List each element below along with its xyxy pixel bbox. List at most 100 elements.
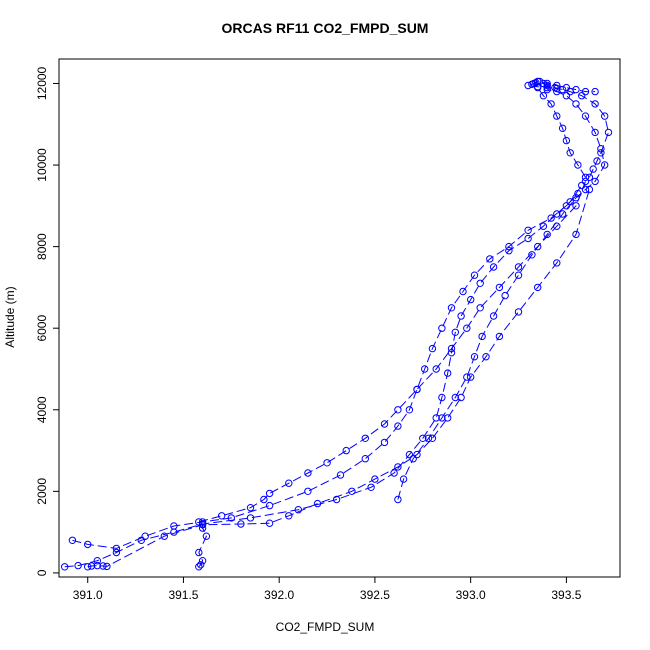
data-point xyxy=(304,487,312,495)
data-point xyxy=(578,181,586,190)
series-line xyxy=(64,185,583,568)
data-point xyxy=(581,87,590,96)
axes-group: 391.0 391.5 392.0 392.5 393.0 393.5 0 2000 4000 6… xyxy=(35,66,582,602)
data-point xyxy=(323,459,331,467)
x-tick-label: 393.5 xyxy=(551,588,581,602)
data-point xyxy=(84,563,92,571)
series-group xyxy=(60,77,613,571)
data-point xyxy=(405,406,414,414)
data-point xyxy=(294,506,302,514)
data-point xyxy=(237,520,245,528)
series-4 xyxy=(68,189,582,553)
data-point xyxy=(553,259,561,267)
data-point xyxy=(534,242,542,251)
data-point xyxy=(489,312,498,320)
series-line xyxy=(72,193,579,549)
x-tick-label: 392.5 xyxy=(360,588,390,602)
data-point xyxy=(447,349,456,357)
data-point xyxy=(342,446,350,455)
data-point xyxy=(572,194,580,202)
data-point xyxy=(367,483,375,491)
data-point xyxy=(467,295,475,304)
data-point xyxy=(60,563,69,571)
data-point xyxy=(574,161,582,169)
data-point xyxy=(160,532,169,540)
y-tick-label: 12000 xyxy=(35,66,49,100)
data-point xyxy=(591,128,599,137)
data-point xyxy=(348,487,356,495)
data-point xyxy=(470,353,479,361)
data-point xyxy=(428,434,437,442)
data-point xyxy=(593,157,601,165)
data-point xyxy=(589,165,597,173)
x-tick-label: 391.5 xyxy=(168,588,198,602)
data-point xyxy=(428,344,437,353)
data-point xyxy=(361,455,369,463)
data-point xyxy=(313,499,322,508)
data-point xyxy=(457,312,465,320)
data-point xyxy=(581,112,590,120)
data-point xyxy=(553,112,561,120)
data-point xyxy=(476,279,484,287)
data-point xyxy=(601,161,609,169)
data-point xyxy=(470,271,479,279)
data-point xyxy=(246,504,255,512)
data-point xyxy=(495,283,504,292)
data-point xyxy=(195,548,203,557)
data-point xyxy=(572,230,580,239)
data-point xyxy=(562,136,571,145)
data-point xyxy=(399,475,408,483)
data-point xyxy=(112,548,121,557)
data-point xyxy=(547,214,555,222)
series-line xyxy=(87,189,590,568)
series-line xyxy=(397,89,606,500)
data-point xyxy=(558,85,567,94)
data-point xyxy=(528,251,536,259)
data-point xyxy=(246,514,255,522)
data-point xyxy=(524,226,532,235)
data-point xyxy=(467,373,475,381)
data-point xyxy=(361,434,369,442)
data-point xyxy=(432,414,440,422)
data-point xyxy=(524,234,532,243)
y-tick-label: 8000 xyxy=(35,233,49,260)
data-point xyxy=(566,87,574,96)
y-tick-label: 6000 xyxy=(35,315,49,342)
data-point xyxy=(578,92,586,100)
data-point xyxy=(438,324,446,332)
data-point xyxy=(421,365,429,373)
data-point xyxy=(514,263,523,271)
data-point xyxy=(547,100,555,108)
data-point xyxy=(103,562,111,571)
data-point xyxy=(68,536,77,544)
data-point xyxy=(534,83,542,91)
data-point xyxy=(539,222,548,230)
data-point xyxy=(505,247,513,255)
data-point xyxy=(390,469,398,477)
data-point xyxy=(543,230,551,239)
data-point xyxy=(195,563,203,571)
data-point xyxy=(285,479,293,487)
data-point xyxy=(514,308,523,316)
data-point xyxy=(572,100,580,108)
data-point xyxy=(447,304,456,312)
y-axis-label: Altitude (m) xyxy=(3,286,17,348)
data-point xyxy=(227,514,236,522)
data-point xyxy=(371,475,379,483)
series-7 xyxy=(524,77,613,182)
data-point xyxy=(463,324,471,332)
data-point xyxy=(514,271,523,279)
y-tick-label: 0 xyxy=(35,569,49,576)
data-point xyxy=(539,79,548,88)
data-point xyxy=(451,393,459,402)
series-2 xyxy=(60,181,586,571)
data-point xyxy=(413,385,421,394)
data-point xyxy=(380,438,389,447)
data-point xyxy=(597,149,605,157)
data-point xyxy=(604,128,613,137)
data-point xyxy=(558,210,567,218)
data-point xyxy=(87,562,96,570)
data-point xyxy=(591,100,599,108)
data-point xyxy=(265,501,274,510)
data-point xyxy=(585,173,594,182)
